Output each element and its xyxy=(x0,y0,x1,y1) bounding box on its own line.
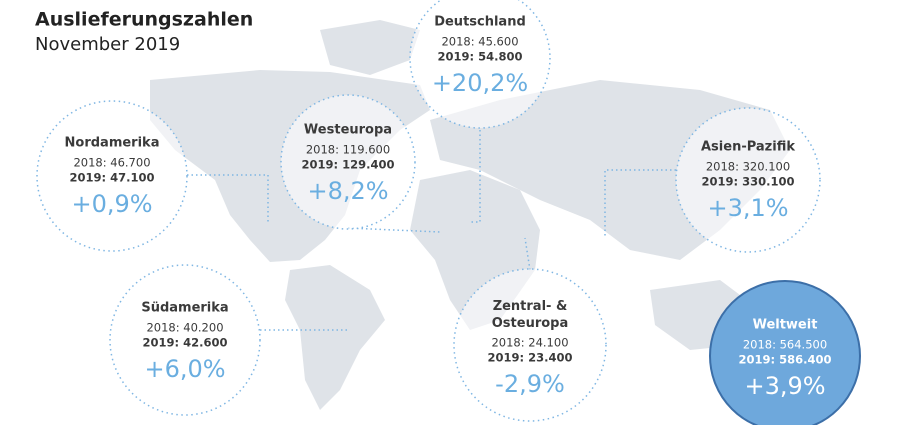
region-name: Weltweit xyxy=(753,318,818,333)
bubble xyxy=(453,268,607,422)
value-2019: 2019: 586.400 xyxy=(739,353,832,367)
region-name: Zentral- & Osteuropa xyxy=(492,299,569,331)
title: Auslieferungszahlen xyxy=(35,9,253,31)
region-name: Südamerika xyxy=(141,301,228,316)
bubble xyxy=(675,107,821,253)
region-name: Deutschland xyxy=(434,15,526,30)
value-2018: 2018: 46.700 xyxy=(73,156,150,170)
region-name: Westeuropa xyxy=(304,123,392,138)
value-2018: 2018: 40.200 xyxy=(146,321,223,335)
region-name: Nordamerika xyxy=(65,136,160,151)
change-percent: +0,9% xyxy=(71,190,152,218)
bubble xyxy=(709,280,861,425)
connectors xyxy=(187,130,676,331)
change-percent: +3,1% xyxy=(707,194,788,222)
change-percent: -2,9% xyxy=(495,370,565,398)
value-2019: 2019: 42.600 xyxy=(143,336,228,350)
subtitle: November 2019 xyxy=(35,34,180,55)
bubble xyxy=(409,0,551,129)
change-percent: +6,0% xyxy=(144,355,225,383)
region-name-line: Osteuropa xyxy=(492,316,569,331)
value-2018: 2018: 119.600 xyxy=(306,143,390,157)
value-2018: 2018: 45.600 xyxy=(441,35,518,49)
region-name: Asien-Pazifik xyxy=(701,140,795,155)
change-percent: +8,2% xyxy=(307,177,388,205)
value-2018: 2018: 564.500 xyxy=(743,338,827,352)
region-name-line: Zentral- & xyxy=(493,299,568,314)
value-2018: 2018: 320.100 xyxy=(706,160,790,174)
value-2019: 2019: 330.100 xyxy=(702,175,795,189)
value-2019: 2019: 129.400 xyxy=(302,158,395,172)
change-percent: +3,9% xyxy=(744,372,825,400)
value-2018: 2018: 24.100 xyxy=(491,336,568,350)
bubble xyxy=(109,264,261,416)
value-2019: 2019: 54.800 xyxy=(438,50,523,64)
value-2019: 2019: 23.400 xyxy=(488,351,573,365)
bubble xyxy=(36,100,188,252)
bubble xyxy=(280,94,416,230)
change-percent: +20,2% xyxy=(432,69,528,97)
value-2019: 2019: 47.100 xyxy=(70,171,155,185)
